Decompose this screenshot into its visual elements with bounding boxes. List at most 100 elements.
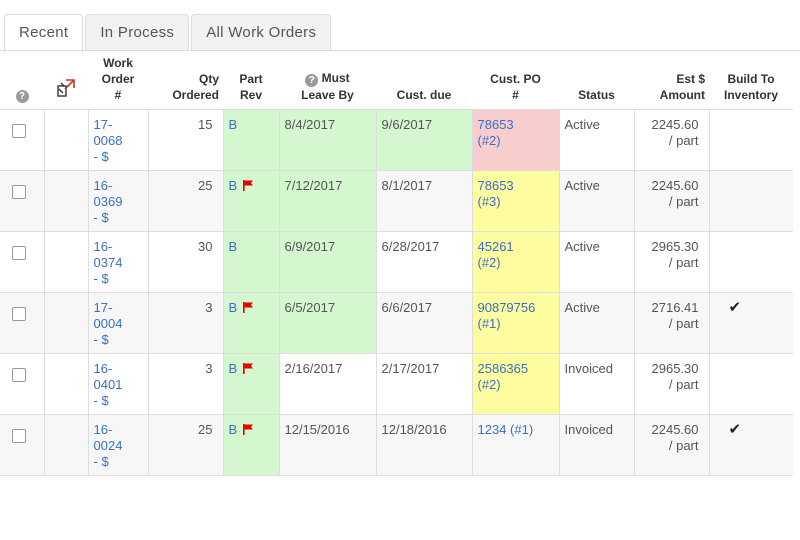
qty-cell: 15 bbox=[148, 109, 224, 171]
cust-po-link[interactable]: 1234 (#1) bbox=[477, 422, 534, 437]
est-amount-header[interactable]: Est $ Amount bbox=[634, 51, 709, 110]
must-leave-by-header[interactable]: ? Must Leave By bbox=[279, 51, 376, 110]
cust-po-cell: 1234 (#1) bbox=[472, 414, 560, 476]
cust-po-cell: 90879756 (#1) bbox=[472, 292, 560, 354]
row-checkbox[interactable] bbox=[12, 307, 26, 321]
est-amount-cell: 2965.30/ part bbox=[634, 353, 710, 415]
row-select-cell bbox=[0, 109, 45, 171]
help-circle-icon[interactable]: ? bbox=[305, 74, 319, 87]
qty-cell: 25 bbox=[148, 414, 224, 476]
tools-icon[interactable] bbox=[55, 77, 77, 99]
work-order-cost-link[interactable]: - $ bbox=[93, 454, 109, 469]
cust-po-link[interactable]: 45261 (#2) bbox=[477, 239, 514, 270]
cust-po-header[interactable]: Cust. PO # bbox=[472, 51, 559, 110]
checkmark-icon: ✔ bbox=[728, 299, 742, 316]
cust-due-cell: 12/18/2016 bbox=[376, 414, 473, 476]
qty-cell: 25 bbox=[148, 170, 224, 232]
build-to-inventory-header[interactable]: Build To Inventory bbox=[709, 51, 793, 110]
part-rev-link[interactable]: B bbox=[228, 361, 238, 376]
cust-po-cell: 78653 (#2) bbox=[472, 109, 560, 171]
row-tools-cell bbox=[44, 231, 89, 293]
est-amount-cell: 2245.60/ part bbox=[634, 414, 710, 476]
cust-due-cell: 2/17/2017 bbox=[376, 353, 473, 415]
work-order-link[interactable]: 17- 0004 bbox=[93, 300, 123, 331]
est-amount-cell: 2245.60/ part bbox=[634, 109, 710, 171]
part-rev-link[interactable]: B bbox=[228, 300, 238, 315]
red-flag-icon bbox=[243, 180, 254, 191]
work-order-cell: 16- 0369- $ bbox=[88, 170, 149, 232]
cust-due-cell: 6/6/2017 bbox=[376, 292, 473, 354]
tab-all-work-orders[interactable]: All Work Orders bbox=[191, 14, 332, 51]
build-to-inventory-cell bbox=[709, 231, 793, 293]
part-rev-link[interactable]: B bbox=[228, 422, 238, 437]
help-circle-icon[interactable]: ? bbox=[15, 90, 29, 103]
work-order-cell: 16- 0024- $ bbox=[88, 414, 149, 476]
row-checkbox[interactable] bbox=[12, 429, 26, 443]
work-order-link[interactable]: 17- 0068 bbox=[93, 117, 123, 148]
work-order-tabs: Recent In Process All Work Orders bbox=[4, 14, 332, 52]
row-select-cell bbox=[0, 231, 45, 293]
row-tools-cell bbox=[44, 292, 89, 354]
must-leave-by-cell: 2/16/2017 bbox=[279, 353, 377, 415]
must-leave-by-cell: 6/9/2017 bbox=[279, 231, 377, 293]
tools-column-header bbox=[44, 51, 88, 110]
work-order-cell: 17- 0004- $ bbox=[88, 292, 149, 354]
work-order-link[interactable]: 16- 0024 bbox=[93, 422, 123, 453]
build-to-inventory-cell: ✔ bbox=[709, 414, 793, 476]
tab-in-process[interactable]: In Process bbox=[85, 14, 190, 51]
must-leave-by-cell: 12/15/2016 bbox=[279, 414, 377, 476]
build-to-inventory-cell bbox=[709, 170, 793, 232]
table-row: 17- 0068- $ 15 B 8/4/2017 9/6/2017 78653(… bbox=[0, 109, 793, 171]
work-order-cost-link[interactable]: - $ bbox=[93, 271, 109, 286]
row-checkbox[interactable] bbox=[12, 185, 26, 199]
status-cell: Active bbox=[559, 109, 635, 171]
row-tools-cell bbox=[44, 353, 89, 415]
cust-po-link[interactable]: 78653 (#2) bbox=[477, 117, 514, 148]
build-to-inventory-cell bbox=[709, 353, 793, 415]
work-order-cost-link[interactable]: - $ bbox=[93, 210, 109, 225]
row-checkbox[interactable] bbox=[12, 124, 26, 138]
row-select-cell bbox=[0, 292, 45, 354]
cust-po-link[interactable]: 78653 (#3) bbox=[477, 178, 514, 209]
part-rev-link[interactable]: B bbox=[228, 178, 238, 193]
row-checkbox[interactable] bbox=[12, 246, 26, 260]
part-rev-link[interactable]: B bbox=[228, 117, 238, 132]
status-cell: Invoiced bbox=[559, 414, 635, 476]
status-header[interactable]: Status bbox=[559, 51, 634, 110]
work-order-cost-link[interactable]: - $ bbox=[93, 332, 109, 347]
row-tools-cell bbox=[44, 170, 89, 232]
row-checkbox[interactable] bbox=[12, 368, 26, 382]
table-row: 16- 0374- $ 30 B 6/9/2017 6/28/2017 45261… bbox=[0, 231, 793, 293]
work-order-link[interactable]: 16- 0374 bbox=[93, 239, 123, 270]
status-cell: Active bbox=[559, 292, 635, 354]
table-row: 17- 0004- $ 3 B 6/5/2017 6/6/2017 9087975… bbox=[0, 292, 793, 354]
cust-due-cell: 6/28/2017 bbox=[376, 231, 473, 293]
tab-recent[interactable]: Recent bbox=[4, 14, 84, 52]
part-rev-header[interactable]: Part Rev bbox=[223, 51, 279, 110]
work-order-cost-link[interactable]: - $ bbox=[93, 149, 109, 164]
part-rev-link[interactable]: B bbox=[228, 239, 238, 254]
cust-due-cell: 9/6/2017 bbox=[376, 109, 473, 171]
work-order-link[interactable]: 16- 0401 bbox=[93, 361, 123, 392]
qty-ordered-header[interactable]: Qty Ordered bbox=[148, 51, 223, 110]
part-rev-cell: B bbox=[223, 414, 280, 476]
row-select-cell bbox=[0, 353, 45, 415]
est-amount-cell: 2245.60/ part bbox=[634, 170, 710, 232]
checkmark-icon: ✔ bbox=[728, 421, 742, 438]
work-order-header[interactable]: Work Order # bbox=[88, 51, 148, 110]
part-rev-cell: B bbox=[223, 353, 280, 415]
est-amount-cell: 2716.41/ part bbox=[634, 292, 710, 354]
cust-due-header[interactable]: Cust. due bbox=[376, 51, 472, 110]
part-rev-cell: B bbox=[223, 292, 280, 354]
table-header-row: ? Work Order # Qty Ordered Part bbox=[0, 51, 793, 110]
cust-po-link[interactable]: 90879756 (#1) bbox=[477, 300, 536, 331]
cust-po-link[interactable]: 2586365 (#2) bbox=[477, 361, 529, 392]
cust-po-cell: 78653 (#3) bbox=[472, 170, 560, 232]
work-order-link[interactable]: 16- 0369 bbox=[93, 178, 123, 209]
row-tools-cell bbox=[44, 109, 89, 171]
row-tools-cell bbox=[44, 414, 89, 476]
select-column-header: ? bbox=[0, 51, 44, 110]
work-order-cost-link[interactable]: - $ bbox=[93, 393, 109, 408]
must-leave-by-cell: 6/5/2017 bbox=[279, 292, 377, 354]
table-row: 16- 0369- $ 25 B 7/12/2017 8/1/2017 78653… bbox=[0, 170, 793, 232]
